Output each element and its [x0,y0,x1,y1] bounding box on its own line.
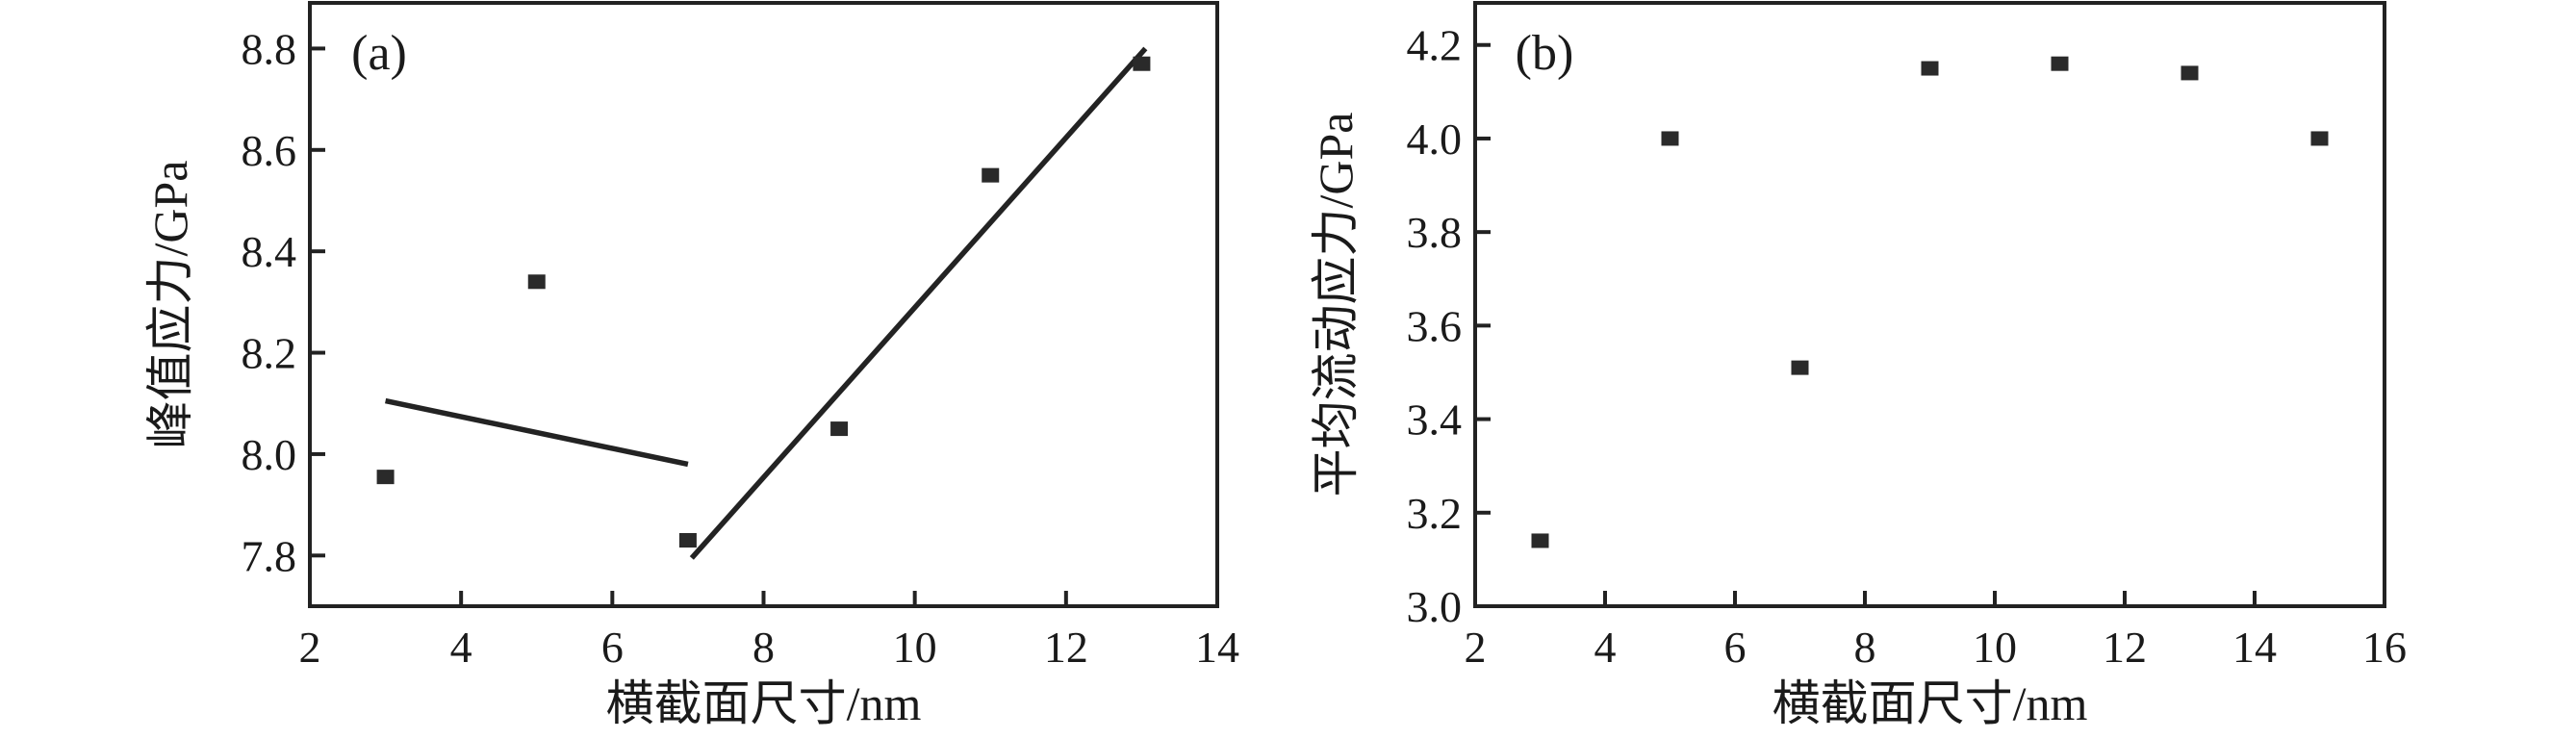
data-point-marker [982,167,1000,183]
x-tick-label: 4 [1594,623,1617,672]
x-tick-label: 6 [1724,623,1747,672]
x-tick-label: 6 [601,623,624,672]
panel-a: 2 4 6 8 10 12 14 7.8 8.0 8.2 8.4 8.6 8.8 (a) 横截面尺寸/nm 峰… [143,1,1239,730]
y-tick-label: 3.0 [1407,582,1463,631]
y-tick-label: 8.8 [242,24,297,73]
y-axis-label: 峰值应力/GPa [143,161,197,449]
x-axis-label: 横截面尺寸/nm [606,676,922,730]
x-tick-label: 8 [1854,623,1876,672]
y-tick-label: 8.0 [242,430,297,479]
data-point-marker [1133,56,1151,71]
x-tick-label: 2 [1465,623,1487,672]
y-axis-label: 平均流动应力/GPa [1309,113,1363,497]
x-tick-label: 12 [2103,623,2147,672]
x-axis-label: 横截面尺寸/nm [1773,676,2088,730]
x-tick-label: 2 [299,623,321,672]
data-point-marker [2051,56,2069,71]
y-tick-label: 7.8 [242,531,297,580]
x-tick-label: 8 [752,623,775,672]
y-tick-label: 3.2 [1407,489,1463,538]
x-tick-label: 12 [1044,623,1088,672]
x-tick-label: 10 [893,623,937,672]
y-tick-label: 4.0 [1407,115,1463,164]
fit-line [689,46,1148,560]
x-tick-label: 4 [450,623,472,672]
y-tick-label: 8.4 [242,227,297,276]
data-point-marker [527,274,546,290]
y-tick-label: 8.6 [242,126,297,175]
data-point-marker [1921,61,1939,76]
data-point-marker [1791,360,1809,375]
data-point-marker [2310,131,2329,146]
data-point-marker [376,470,395,485]
y-tick-label: 3.8 [1407,208,1463,257]
data-point-marker [830,421,849,437]
x-tick-label: 10 [1973,623,2017,672]
y-tick-label: 4.2 [1407,21,1463,70]
fit-line [385,397,689,468]
data-point-marker [1531,533,1549,548]
y-tick-label: 3.4 [1407,395,1463,445]
panel-label: (b) [1516,26,1574,81]
y-tick-label: 3.6 [1407,301,1463,350]
plot-frame [1473,1,2386,608]
data-point-marker [678,533,697,548]
panel-label: (a) [351,26,407,81]
data-point-marker [1661,131,1679,146]
plot-frame [308,1,1219,608]
x-tick-label: 14 [2232,623,2277,672]
y-tick-label: 8.2 [242,329,297,378]
data-point-marker [2181,65,2199,81]
panel-b: 2 4 6 8 10 12 14 16 3.0 3.2 3.4 3.6 3.8 4.0 4.2 (b) 横截面尺… [1309,1,2407,730]
x-tick-label: 14 [1195,623,1239,672]
x-tick-label: 16 [2362,623,2407,672]
